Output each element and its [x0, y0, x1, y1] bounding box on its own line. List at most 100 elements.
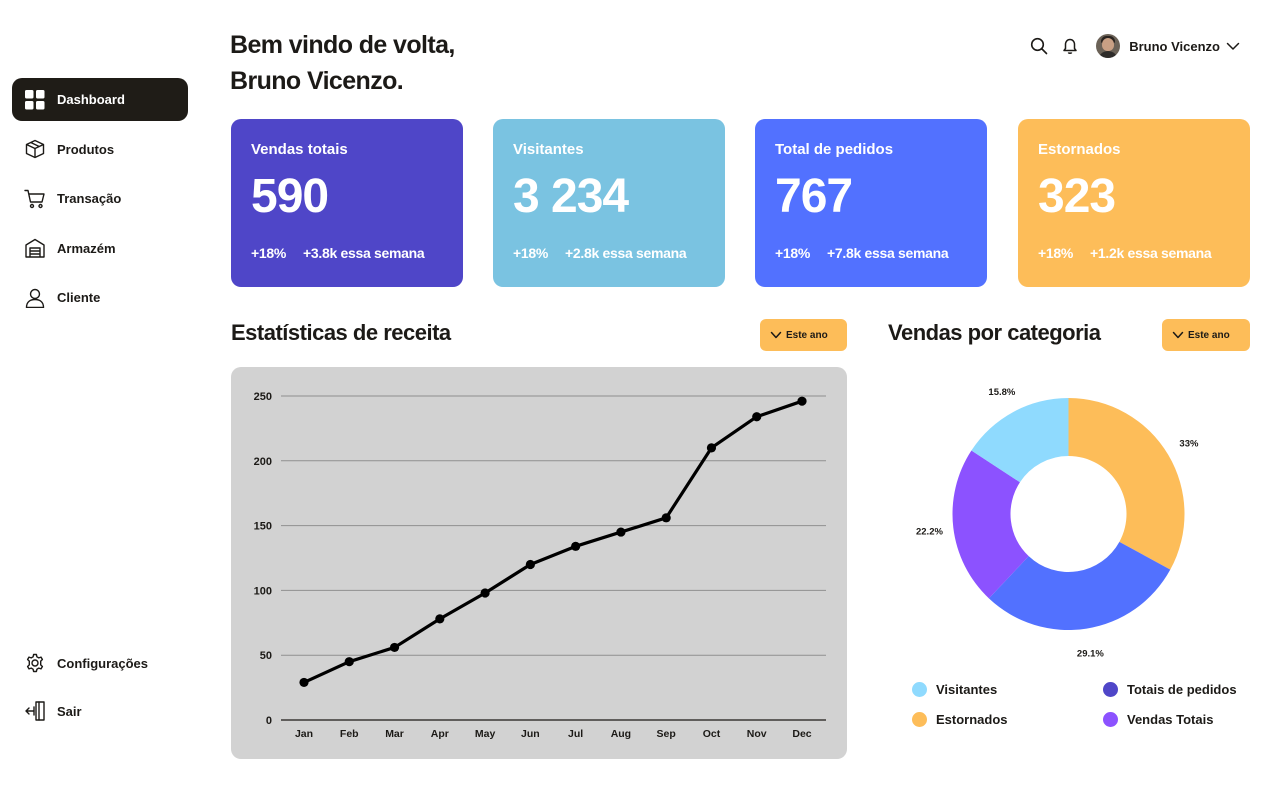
- legend-dot: [1103, 712, 1118, 727]
- x-tick-label: Feb: [340, 728, 359, 740]
- data-point: [706, 443, 717, 453]
- legend-label: Visitantes: [936, 682, 998, 697]
- warehouse-icon: [24, 237, 46, 259]
- gear-icon: [24, 652, 46, 674]
- logout-icon: [24, 700, 46, 722]
- stat-card-estornados: Estornados 323 +18% +1.2k essa semana: [1018, 119, 1250, 287]
- x-tick-label: Apr: [431, 728, 449, 740]
- x-tick-label: Jan: [295, 728, 313, 740]
- sidebar-item-label: Dashboard: [57, 92, 125, 107]
- data-point: [480, 588, 490, 598]
- x-tick-label: Jul: [568, 728, 583, 740]
- data-point: [344, 657, 354, 667]
- slice-label: 33%: [1179, 439, 1199, 450]
- search-icon[interactable]: [1028, 35, 1050, 57]
- card-change: +18%: [513, 245, 548, 261]
- card-value: 590: [251, 170, 329, 223]
- sidebar-item-label: Cliente: [57, 290, 101, 305]
- data-point: [571, 541, 581, 551]
- stat-card-total-pedidos: Total de pedidos 767 +18% +7.8k essa sema…: [755, 119, 987, 287]
- sidebar-item-dashboard[interactable]: Dashboard: [12, 78, 188, 121]
- card-change: +18%: [1038, 245, 1073, 261]
- y-tick-label: 100: [254, 585, 272, 597]
- sidebar-bottom: Configurações Sair: [12, 642, 188, 738]
- filter-label: Este ano: [1188, 329, 1230, 341]
- sidebar-item-label: Armazém: [57, 240, 116, 256]
- card-change: +18%: [775, 245, 810, 261]
- pie-slice: [988, 541, 1171, 630]
- revenue-line-chart: 0 50 100 150 200 250 Jan Feb Mar Apr May Jun Jul Aug S…: [254, 391, 826, 740]
- sidebar-item-sair[interactable]: Sair: [12, 690, 188, 732]
- card-value: 3 234: [513, 170, 629, 223]
- y-tick-label: 250: [254, 391, 272, 403]
- card-value: 767: [775, 170, 853, 223]
- legend-label: Vendas Totais: [1127, 712, 1214, 727]
- y-tick-label: 150: [254, 521, 272, 533]
- grid-icon: [24, 89, 46, 111]
- sidebar-item-configuracoes[interactable]: Configurações: [12, 642, 188, 684]
- legend-dot: [912, 712, 927, 727]
- sidebar-item-armazem[interactable]: Armazém: [12, 227, 188, 270]
- chevron-down-icon: [770, 331, 782, 339]
- revenue-title: Estatísticas de receita: [231, 320, 451, 345]
- card-label: Estornados: [1038, 141, 1121, 158]
- sidebar-item-cliente[interactable]: Cliente: [12, 276, 188, 319]
- sidebar-item-transacao[interactable]: Transação: [12, 177, 188, 220]
- sidebar-item-produtos[interactable]: Produtos: [12, 128, 188, 171]
- category-filter-dropdown[interactable]: Este ano: [1162, 319, 1250, 351]
- x-tick-label: May: [475, 728, 496, 740]
- category-donut-chart: 33% 29.1% 22.2% 15.8%: [916, 387, 1199, 659]
- revenue-filter-dropdown[interactable]: Este ano: [760, 319, 847, 351]
- legend-label: Estornados: [936, 712, 1008, 727]
- card-week: +1.2k essa semana: [1090, 245, 1212, 261]
- category-title: Vendas por categoria: [888, 320, 1101, 345]
- legend-dot: [912, 682, 927, 697]
- sidebar-item-label: Sair: [57, 703, 82, 719]
- greeting-line: Bem vindo de volta,: [230, 31, 455, 59]
- slice-label: 22.2%: [916, 526, 943, 537]
- chevron-down-icon: [1172, 331, 1184, 339]
- card-week: +3.8k essa semana: [303, 245, 425, 261]
- sidebar-item-label: Produtos: [57, 141, 115, 157]
- page-title: Bem vindo de volta, Bruno Vicenzo.: [230, 27, 455, 99]
- x-tick-label: Jun: [521, 728, 540, 740]
- data-point: [299, 677, 309, 688]
- data-point: [797, 396, 807, 406]
- data-point: [389, 642, 400, 653]
- box-icon: [24, 138, 46, 160]
- chevron-down-icon[interactable]: [1226, 41, 1240, 51]
- card-label: Visitantes: [513, 141, 584, 158]
- sidebar: Dashboard Produtos Transação Armazém Cli…: [12, 78, 188, 326]
- card-change: +18%: [251, 245, 286, 261]
- y-tick-label: 200: [254, 456, 272, 468]
- legend-dot: [1103, 682, 1118, 697]
- slice-label: 15.8%: [988, 387, 1015, 398]
- series-line: [303, 399, 803, 684]
- x-tick-label: Oct: [703, 728, 721, 740]
- stat-card-visitantes: Visitantes 3 234 +18% +2.8k essa semana: [493, 119, 725, 287]
- avatar[interactable]: [1096, 34, 1121, 58]
- user-name[interactable]: Bruno Vicenzo: [1129, 38, 1220, 54]
- card-value: 323: [1038, 170, 1116, 223]
- legend-item: Totais de pedidos: [1103, 682, 1237, 697]
- pie-slice: [1068, 398, 1185, 570]
- filter-label: Este ano: [786, 329, 828, 341]
- data-point: [616, 527, 626, 537]
- slice-label: 29.1%: [1077, 648, 1104, 659]
- sidebar-item-label: Transação: [57, 191, 122, 206]
- pie-slice: [971, 398, 1069, 483]
- legend-item: Vendas Totais: [1103, 712, 1213, 727]
- legend-item: Visitantes: [912, 682, 997, 697]
- card-label: Total de pedidos: [775, 141, 894, 158]
- bell-icon[interactable]: [1059, 35, 1081, 57]
- data-point: [752, 412, 762, 422]
- revenue-chart: 0 50 100 150 200 250 Jan Feb Mar Apr May Jun Jul Aug S…: [231, 367, 847, 759]
- card-week: +2.8k essa semana: [565, 245, 687, 261]
- cart-icon: [24, 188, 46, 210]
- card-label: Vendas totais: [251, 141, 348, 158]
- x-tick-label: Sep: [657, 728, 676, 740]
- legend-item: Estornados: [912, 712, 1008, 727]
- data-point: [525, 559, 535, 570]
- x-tick-label: Aug: [611, 728, 631, 740]
- card-week: +7.8k essa semana: [827, 245, 949, 261]
